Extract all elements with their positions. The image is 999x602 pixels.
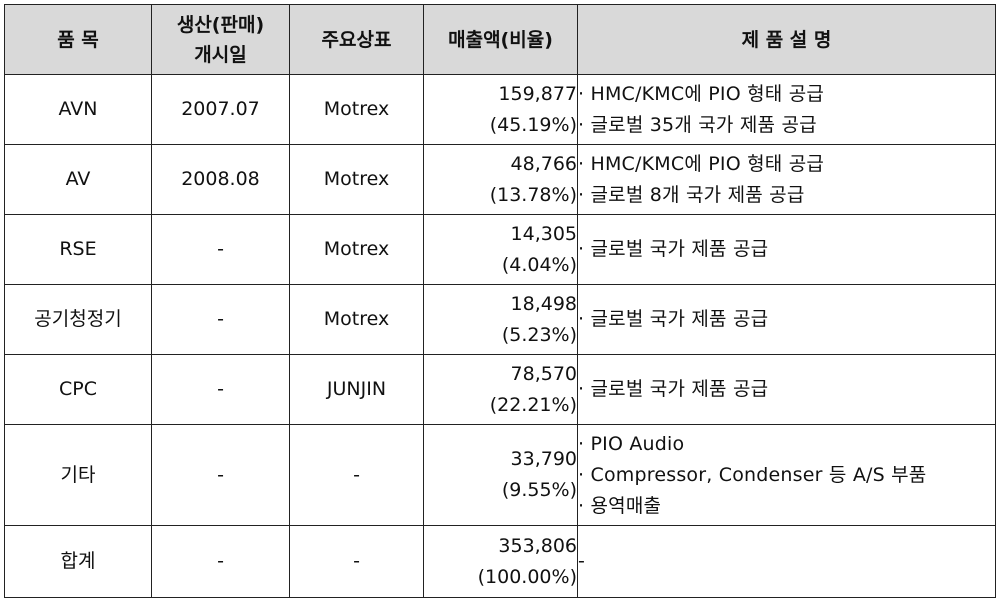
cell-launch-date: 2008.08 (151, 144, 290, 215)
description-line: · 용역매출 (578, 494, 662, 517)
product-sales-table: 품 목 생산(판매) 개시일 주요상표 매출액(비율) 제 품 설 명 AVN … (4, 4, 996, 598)
header-description: 제 품 설 명 (577, 4, 996, 75)
sales-amount: 159,877 (498, 82, 577, 105)
cell-sales: 18,498 (5.23%) (423, 284, 578, 355)
cell-brand: - (289, 525, 424, 598)
cell-description: · PIO Audio · Compressor, Condenser 등 A/… (577, 424, 996, 526)
cell-brand: Motrex (289, 74, 424, 145)
cell-description: - (577, 525, 996, 598)
cell-sales: 48,766 (13.78%) (423, 144, 578, 215)
description-line: · Compressor, Condenser 등 A/S 부품 (578, 463, 927, 486)
cell-item: 공기청정기 (4, 284, 152, 355)
table-row: 공기청정기 - Motrex 18,498 (5.23%) · 글로벌 국가 제… (4, 284, 996, 355)
header-sales: 매출액(비율) (423, 4, 578, 75)
table-row: RSE - Motrex 14,305 (4.04%) · 글로벌 국가 제품 … (4, 214, 996, 285)
sales-amount: 14,305 (510, 222, 577, 245)
description-line: · 글로벌 국가 제품 공급 (578, 308, 769, 330)
cell-description: · HMC/KMC에 PIO 형태 공급 · 글로벌 35개 국가 제품 공급 (577, 74, 996, 145)
cell-brand: - (289, 424, 424, 526)
sales-ratio: (22.21%) (489, 393, 577, 416)
description-line: · 글로벌 8개 국가 제품 공급 (578, 183, 805, 206)
cell-item: AVN (4, 74, 152, 145)
table-row: 기타 - - 33,790 (9.55%) · PIO Audio · Comp… (4, 424, 996, 526)
cell-brand: Motrex (289, 214, 424, 285)
cell-item: 기타 (4, 424, 152, 526)
cell-brand: Motrex (289, 144, 424, 215)
cell-sales: 78,570 (22.21%) (423, 354, 578, 425)
cell-item: 합계 (4, 525, 152, 598)
total-row: 합계 - - 353,806 (100.00%) - (4, 525, 996, 598)
cell-item: AV (4, 144, 152, 215)
cell-item: RSE (4, 214, 152, 285)
sales-ratio: (100.00%) (477, 565, 577, 588)
cell-brand: JUNJIN (289, 354, 424, 425)
sales-ratio: (45.19%) (489, 113, 577, 136)
cell-launch-date: - (151, 214, 290, 285)
cell-launch-date: - (151, 284, 290, 355)
cell-item: CPC (4, 354, 152, 425)
sales-amount: 78,570 (510, 362, 577, 385)
description-line: - (578, 550, 586, 572)
cell-launch-date: 2007.07 (151, 74, 290, 145)
cell-launch-date: - (151, 525, 290, 598)
description-line: · 글로벌 국가 제품 공급 (578, 238, 769, 260)
header-launch-line1: 생산(판매) (176, 13, 265, 36)
cell-launch-date: - (151, 424, 290, 526)
header-item: 품 목 (4, 4, 152, 75)
description-line: · PIO Audio (578, 432, 685, 455)
table-row: AV 2008.08 Motrex 48,766 (13.78%) · HMC/… (4, 144, 996, 215)
cell-sales: 33,790 (9.55%) (423, 424, 578, 526)
cell-description: · 글로벌 국가 제품 공급 (577, 354, 996, 425)
sales-amount: 33,790 (510, 448, 577, 470)
cell-description: · HMC/KMC에 PIO 형태 공급 · 글로벌 8개 국가 제품 공급 (577, 144, 996, 215)
sales-amount: 48,766 (510, 152, 577, 175)
description-line: · HMC/KMC에 PIO 형태 공급 (578, 152, 825, 175)
cell-sales: 159,877 (45.19%) (423, 74, 578, 145)
sales-amount: 353,806 (498, 534, 577, 557)
header-launch-date: 생산(판매) 개시일 (151, 4, 290, 75)
table-row: CPC - JUNJIN 78,570 (22.21%) · 글로벌 국가 제품… (4, 354, 996, 425)
description-line: · HMC/KMC에 PIO 형태 공급 (578, 82, 825, 105)
header-brand: 주요상표 (289, 4, 424, 75)
sales-amount: 18,498 (510, 292, 577, 315)
table-row: AVN 2007.07 Motrex 159,877 (45.19%) · HM… (4, 74, 996, 145)
sales-ratio: (9.55%) (501, 479, 577, 501)
description-line: · 글로벌 국가 제품 공급 (578, 378, 769, 400)
cell-description: · 글로벌 국가 제품 공급 (577, 214, 996, 285)
description-line: · 글로벌 35개 국가 제품 공급 (578, 113, 817, 136)
sales-ratio: (13.78%) (489, 183, 577, 206)
cell-launch-date: - (151, 354, 290, 425)
cell-sales: 353,806 (100.00%) (423, 525, 578, 598)
sales-ratio: (5.23%) (501, 323, 577, 346)
cell-sales: 14,305 (4.04%) (423, 214, 578, 285)
cell-brand: Motrex (289, 284, 424, 355)
header-launch-line2: 개시일 (194, 43, 247, 66)
cell-description: · 글로벌 국가 제품 공급 (577, 284, 996, 355)
header-row: 품 목 생산(판매) 개시일 주요상표 매출액(비율) 제 품 설 명 (4, 4, 996, 75)
sales-ratio: (4.04%) (501, 253, 577, 276)
